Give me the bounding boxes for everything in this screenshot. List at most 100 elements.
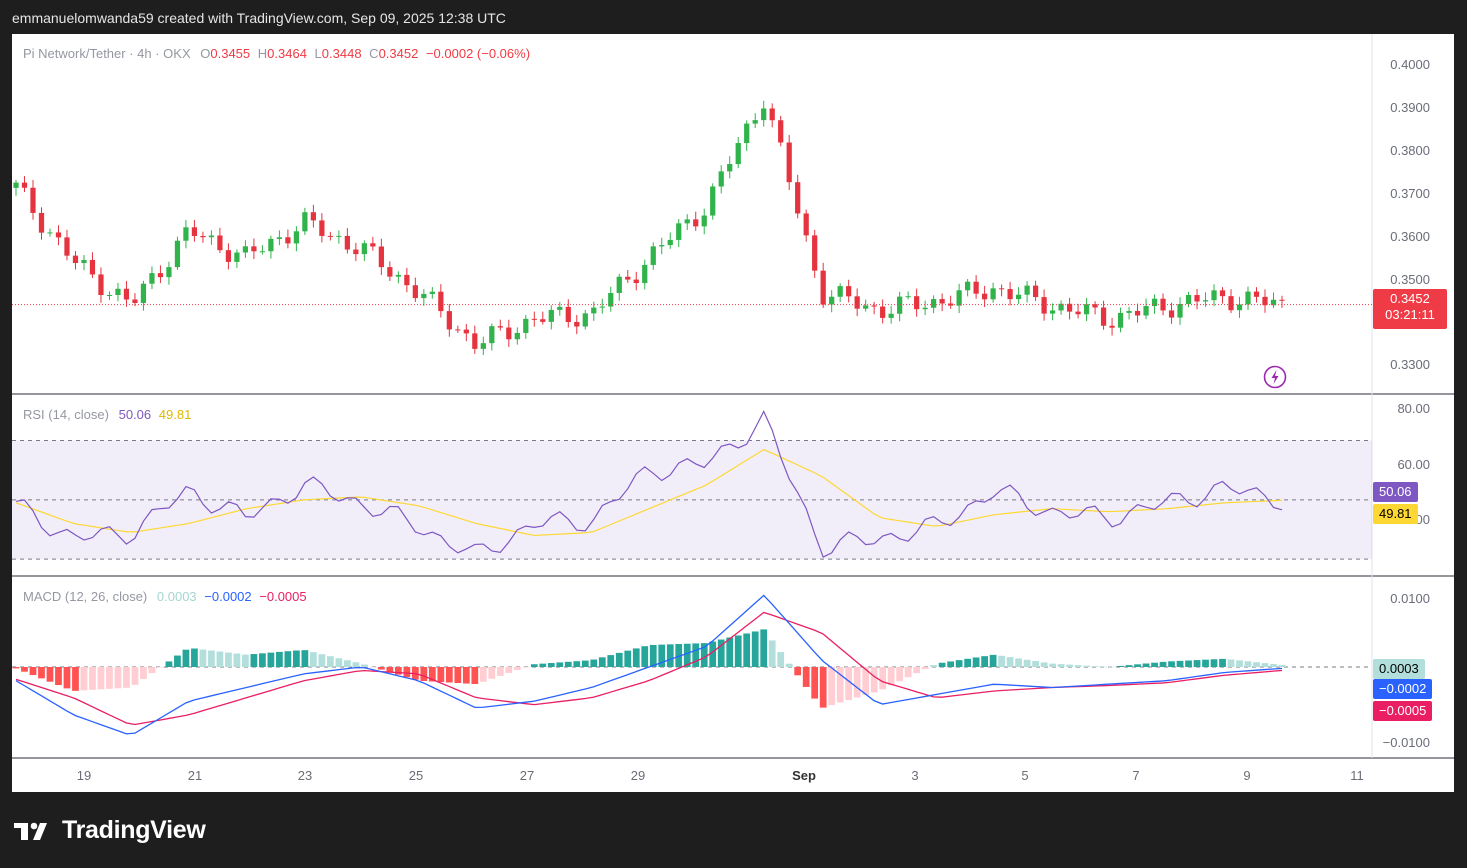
change-value: −0.0002 (−0.06%) xyxy=(425,46,531,61)
candle-body xyxy=(319,220,325,236)
chart-canvas[interactable] xyxy=(12,34,1454,792)
candle-body xyxy=(310,212,316,221)
macd-histogram-bar xyxy=(981,656,988,667)
symbol-label: Pi Network/Tether · 4h · OKX xyxy=(23,46,191,61)
macd-histogram-bar xyxy=(462,667,470,684)
open-label: O xyxy=(200,46,211,61)
macd-histogram-bar xyxy=(326,656,334,667)
macd-histogram-bar xyxy=(607,655,615,667)
close-label: C xyxy=(369,46,379,61)
price-legend: Pi Network/Tether · 4h · OKX O0.3455 H0.… xyxy=(23,46,530,61)
macd-histogram-bar xyxy=(428,667,436,682)
candle-body xyxy=(599,306,605,308)
macd-legend: MACD (12, 26, close) 0.0003 −0.0002 −0.0… xyxy=(23,589,307,604)
candle-body xyxy=(531,318,537,320)
macd-histogram-bar xyxy=(1253,662,1260,667)
rsi-line xyxy=(15,410,1283,558)
macd-histogram-bar xyxy=(870,667,878,693)
macd-histogram-bar xyxy=(1270,664,1277,667)
macd-histogram-bar xyxy=(191,648,198,667)
macd-histogram-bar xyxy=(131,667,139,685)
macd-hist-value: 0.0003 xyxy=(156,589,197,604)
macd-histogram-bar xyxy=(140,667,147,680)
lightning-icon[interactable] xyxy=(1263,365,1287,389)
candle-body xyxy=(854,296,860,309)
last-price-value: 0.3452 xyxy=(1390,291,1430,306)
macd-histogram-bar xyxy=(658,644,666,667)
price-tick: 0.3300 xyxy=(1390,357,1430,372)
candle-body xyxy=(55,232,62,238)
macd-histogram-bar xyxy=(947,661,955,667)
macd-histogram-bar xyxy=(1074,665,1082,667)
rsi-ma-value: 49.81 xyxy=(158,407,192,422)
candle-body xyxy=(268,238,274,252)
candle-body xyxy=(982,293,988,300)
x-tick: 29 xyxy=(630,768,646,783)
candle-body xyxy=(752,120,758,124)
candle-body xyxy=(225,250,232,262)
macd-histogram-bar xyxy=(114,667,122,689)
candle-body xyxy=(684,219,690,224)
tradingview-logo[interactable]: TradingView xyxy=(14,816,206,845)
candle-body xyxy=(769,108,775,121)
x-tick: 27 xyxy=(519,768,535,783)
macd-histogram-bar xyxy=(904,667,912,678)
macd-histogram-bar xyxy=(1108,666,1116,668)
candle-body xyxy=(523,318,529,333)
macd-histogram-bar xyxy=(250,654,258,667)
candle-body xyxy=(616,276,622,293)
macd-histogram-bar xyxy=(343,660,351,667)
rsi-tick: 80.00 xyxy=(1397,401,1430,416)
macd-label: MACD (12, 26, close) xyxy=(23,589,148,604)
candle-body xyxy=(591,307,597,314)
macd-histogram-bar xyxy=(157,667,164,668)
macd-histogram-bar xyxy=(930,665,938,667)
macd-histogram-bar xyxy=(318,654,326,667)
candle-body xyxy=(64,237,70,256)
candle-body xyxy=(778,120,784,143)
candle-body xyxy=(880,306,886,318)
candle-body xyxy=(47,232,53,234)
candle-body xyxy=(1032,285,1039,298)
macd-histogram-bar xyxy=(598,657,606,667)
candle-body xyxy=(1279,299,1285,301)
candle-body xyxy=(174,240,181,268)
candle-body xyxy=(1066,303,1073,312)
macd-histogram-bar xyxy=(760,629,768,667)
candle-body xyxy=(395,274,401,277)
candle-body xyxy=(480,343,486,349)
macd-histogram-bar xyxy=(845,667,853,701)
macd-histogram-bar xyxy=(683,643,691,667)
macd-histogram-bar xyxy=(38,667,45,679)
macd-histogram-bar xyxy=(242,654,249,667)
macd-histogram-bar xyxy=(259,653,266,667)
candle-body xyxy=(1194,295,1200,302)
macd-histogram-bar xyxy=(148,667,156,674)
rsi-ma-badge: 49.81 xyxy=(1373,504,1418,524)
candle-body xyxy=(1219,290,1226,297)
open-value: 0.3455 xyxy=(210,46,251,61)
macd-histogram-bar xyxy=(547,663,555,667)
candle-body xyxy=(1228,296,1234,311)
macd-histogram-bar xyxy=(743,633,751,667)
macd-histogram-bar xyxy=(530,664,538,667)
x-tick: 3 xyxy=(911,768,919,783)
candle-body xyxy=(429,291,435,294)
price-tick: 0.3500 xyxy=(1390,272,1430,287)
candle-body xyxy=(98,274,104,296)
rsi-badge: 50.06 xyxy=(1373,482,1418,502)
macd-histogram-bar xyxy=(1049,663,1056,667)
macd-tick: −0.0100 xyxy=(1382,735,1430,750)
candle-body xyxy=(123,288,130,300)
price-tick: 0.4000 xyxy=(1390,57,1430,72)
candle-body xyxy=(948,303,954,306)
candle-body xyxy=(846,286,852,297)
macd-histogram-bar xyxy=(403,667,411,678)
candle-body xyxy=(1270,299,1277,306)
candle-body xyxy=(718,171,724,187)
candle-body xyxy=(361,243,367,255)
candle-body xyxy=(1109,325,1115,328)
candle-body xyxy=(761,108,767,121)
macd-histogram-bar xyxy=(989,654,997,667)
candle-body xyxy=(863,305,869,309)
